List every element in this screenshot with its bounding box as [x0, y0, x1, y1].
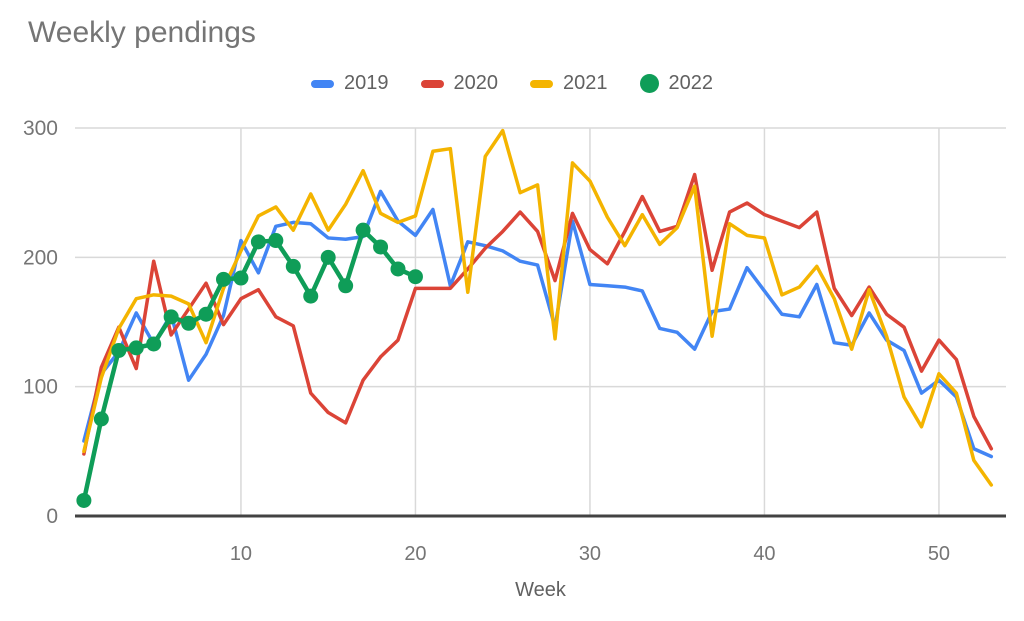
legend-item-2022[interactable]: 2022: [639, 72, 714, 95]
series-line-2021: [82, 128, 994, 487]
data-point-2022: [390, 261, 406, 277]
legend-item-2019[interactable]: 2019: [311, 72, 389, 95]
x-tick-label: 20: [404, 543, 426, 565]
y-tick-label: 100: [23, 376, 58, 399]
y-tick-label: 300: [23, 117, 58, 140]
data-point-2022: [320, 249, 336, 265]
data-point-2022: [338, 278, 354, 294]
data-point-2022: [285, 258, 301, 274]
legend-swatch-2019: [311, 79, 334, 88]
data-point-2022: [198, 306, 214, 322]
data-point-2022: [128, 340, 144, 356]
chart-legend: 2019 2020 2021 2022: [0, 72, 1024, 95]
legend-label: 2019: [344, 72, 389, 94]
legend-label: 2022: [668, 72, 714, 94]
x-tick-label: 50: [928, 543, 950, 565]
legend-swatch-2022: [639, 74, 659, 93]
series-line-2020: [82, 172, 994, 456]
legend-item-2021[interactable]: 2021: [530, 72, 608, 95]
legend-swatch-2020: [420, 79, 444, 88]
y-tick-label: 200: [23, 246, 58, 269]
x-tick-label: 30: [579, 543, 601, 565]
data-point-2022: [250, 234, 266, 250]
data-point-2022: [407, 269, 423, 285]
legend-item-2020[interactable]: 2020: [420, 72, 499, 95]
legend-label: 2020: [453, 72, 499, 94]
data-point-2022: [355, 222, 371, 238]
data-point-2022: [146, 336, 162, 352]
y-tick-label: 0: [46, 505, 58, 528]
data-point-2022: [373, 239, 389, 255]
data-point-2022: [216, 271, 231, 287]
data-point-2022: [76, 492, 92, 508]
data-point-2022: [268, 233, 284, 249]
data-point-2022: [233, 270, 249, 286]
data-point-2022: [303, 288, 319, 304]
x-tick-label: 10: [230, 543, 252, 565]
data-point-2022: [181, 315, 197, 331]
legend-label: 2021: [563, 72, 608, 94]
x-tick-label: 40: [753, 543, 775, 565]
data-point-2022: [163, 309, 179, 325]
data-point-2022: [93, 411, 109, 427]
data-point-2022: [111, 342, 127, 358]
legend-swatch-2021: [530, 79, 553, 88]
chart-title: Weekly pendings: [28, 16, 256, 49]
x-axis-title: Week: [515, 579, 567, 601]
